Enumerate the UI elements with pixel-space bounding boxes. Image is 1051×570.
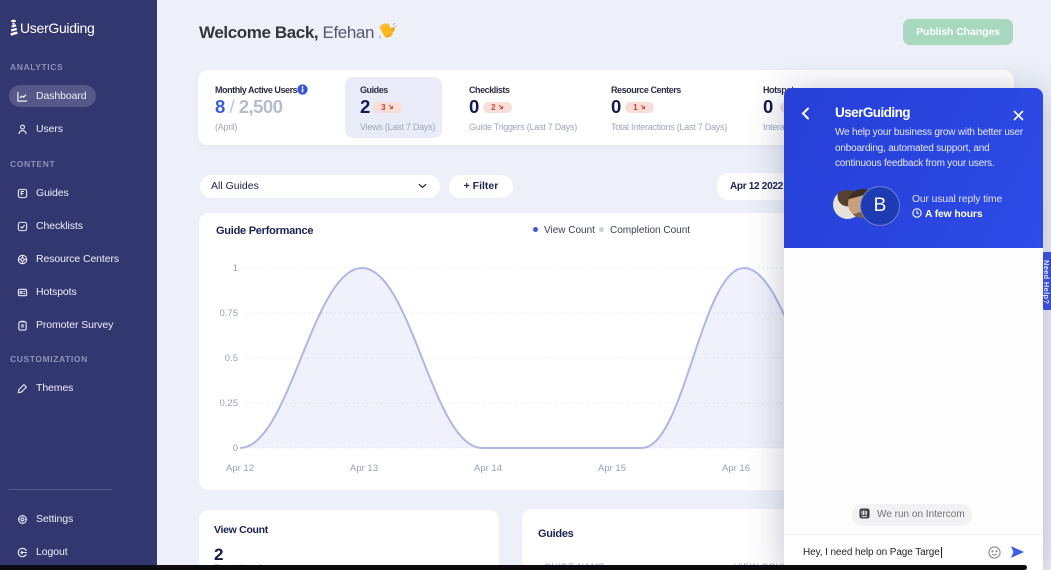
svg-text:0.5: 0.5 (225, 353, 238, 364)
svg-text:Apr 16: Apr 16 (722, 463, 750, 474)
svg-text:Apr 15: Apr 15 (598, 463, 626, 474)
svg-text:0.25: 0.25 (220, 398, 239, 409)
svg-text:0.75: 0.75 (220, 308, 239, 319)
svg-text:1: 1 (233, 263, 238, 274)
svg-text:Apr 12: Apr 12 (226, 463, 254, 474)
svg-text:0: 0 (233, 443, 238, 454)
svg-text:Apr 14: Apr 14 (474, 463, 502, 474)
svg-text:Apr 13: Apr 13 (350, 463, 378, 474)
